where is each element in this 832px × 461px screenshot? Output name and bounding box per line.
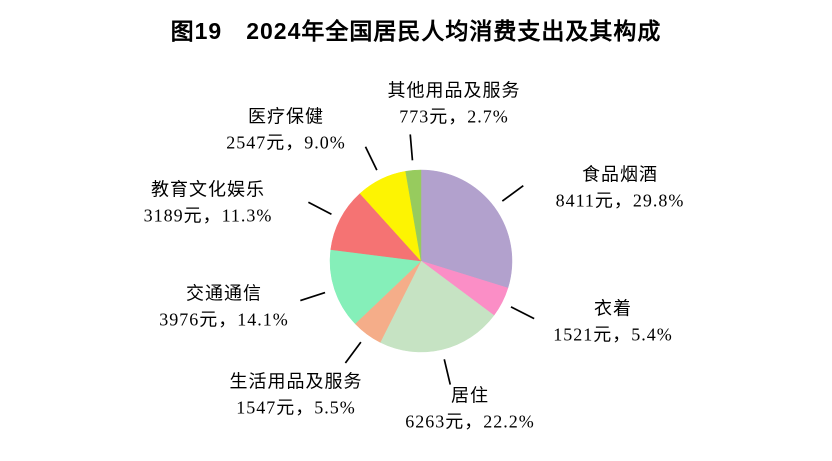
leader-line-0 [501,185,524,202]
leader-line-3 [344,341,362,364]
leader-line-4 [300,291,326,302]
leader-line-6 [364,146,378,171]
slice-name: 生活用品及服务 [229,371,363,392]
slice-name: 食品烟酒 [581,164,658,185]
slice-name: 衣着 [594,298,632,319]
pie-slice-7[interactable] [405,169,422,262]
pie-slice-2[interactable] [379,260,495,353]
slice-label-daily-goods-services: 生活用品及服务 1547元，5.5% [230,369,363,420]
slice-label-transport-communication: 交通通信 3976元，14.1% [159,281,289,332]
slice-name: 教育文化娱乐 [150,179,265,200]
pie-slice-0[interactable] [420,169,513,289]
leader-line-7 [409,134,414,161]
leader-line-5 [307,201,332,216]
slice-label-clothing: 衣着 1521元，5.4% [553,296,673,347]
pie-slice-5[interactable] [330,193,422,262]
slice-name: 居住 [451,385,489,406]
slice-value: 3976元，14.1% [159,309,289,329]
slice-value: 8411元，29.8% [555,190,685,210]
slice-label-education-culture-entertainment: 教育文化娱乐 3189元，11.3% [144,177,273,228]
slice-label-housing: 居住 6263元，22.2% [405,383,535,434]
slice-name: 交通通信 [186,283,262,304]
slice-label-healthcare: 医疗保健 2547元，9.0% [226,104,346,155]
leader-line-2 [443,359,452,385]
slice-value: 1521元，5.4% [553,324,673,344]
slice-label-other-goods-services: 其他用品及服务 773元，2.7% [388,78,521,129]
slice-name: 其他用品及服务 [387,80,521,101]
slice-name: 医疗保健 [248,106,324,127]
chart-title: 图19 2024年全国居民人均消费支出及其构成 [170,18,662,44]
slice-value: 1547元，5.5% [236,397,356,417]
pie-slice-4[interactable] [329,249,422,325]
slice-value: 3189元，11.3% [143,205,273,225]
slice-value: 2547元，9.0% [226,132,346,152]
slice-label-food-tobacco-alcohol: 食品烟酒 8411元，29.8% [556,162,685,213]
leader-line-1 [510,306,535,320]
slice-value: 773元，2.7% [399,106,509,126]
slice-value: 6263元，22.2% [405,411,535,431]
